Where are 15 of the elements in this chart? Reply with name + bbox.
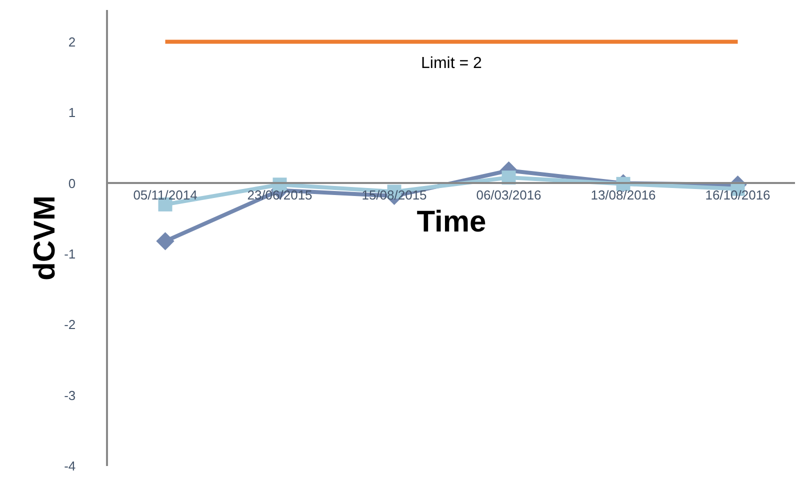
- x-axis-title: Time: [416, 206, 486, 239]
- x-tick-label: 16/10/2016: [705, 188, 770, 203]
- y-tick-label: -1: [64, 246, 76, 262]
- y-tick-label: 0: [68, 176, 76, 191]
- y-tick-label: -2: [64, 317, 76, 332]
- annotation: Limit = 2: [421, 55, 482, 72]
- y-tick-label: -4: [64, 458, 76, 474]
- y-tick-label: 2: [68, 34, 76, 50]
- x-tick-label: 05/11/2014: [133, 188, 198, 203]
- y-tick-label: -3: [64, 388, 76, 403]
- x-tick-label: 15/08/2015: [362, 188, 427, 203]
- x-tick-label: 06/03/2016: [476, 188, 542, 203]
- y-axis-title: dCVM: [28, 196, 62, 280]
- x-tick-label: 13/08/2016: [590, 188, 656, 203]
- y-tick-label: 1: [68, 105, 76, 120]
